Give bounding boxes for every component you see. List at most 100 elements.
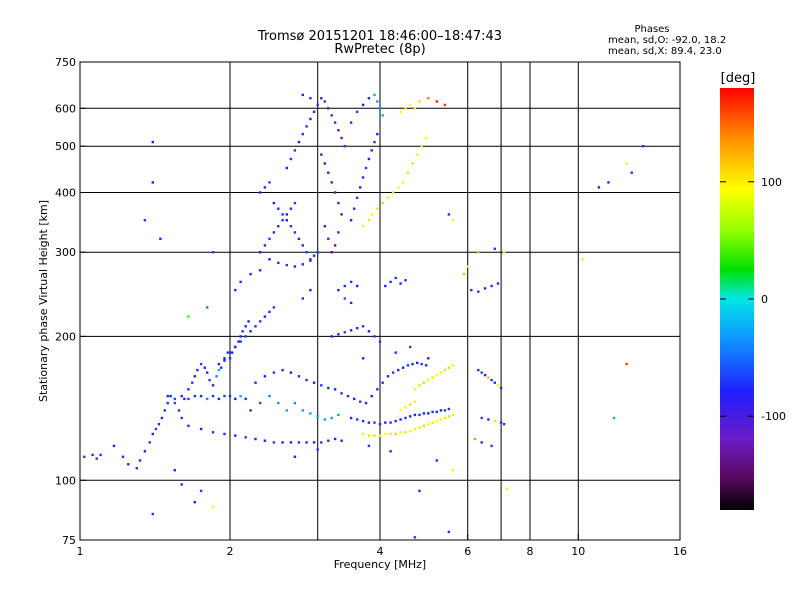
data-point bbox=[160, 416, 164, 420]
data-point bbox=[293, 265, 297, 268]
data-point bbox=[151, 140, 154, 144]
data-point bbox=[343, 145, 346, 148]
data-point bbox=[349, 301, 353, 305]
data-point bbox=[443, 368, 447, 372]
data-point bbox=[333, 121, 337, 124]
data-point bbox=[211, 251, 215, 254]
data-point bbox=[413, 427, 417, 431]
data-point bbox=[409, 429, 412, 432]
data-point bbox=[301, 409, 304, 412]
data-point bbox=[239, 394, 242, 398]
data-point bbox=[353, 397, 356, 401]
data-point bbox=[416, 361, 419, 365]
data-point bbox=[337, 333, 340, 336]
data-point bbox=[293, 149, 297, 152]
x-tick-label: 2 bbox=[227, 545, 234, 558]
data-point bbox=[244, 436, 247, 439]
data-point bbox=[268, 310, 271, 314]
data-point bbox=[297, 140, 301, 144]
data-point bbox=[173, 401, 176, 405]
data-point bbox=[439, 418, 443, 421]
x-tick-label: 1 bbox=[77, 545, 84, 558]
data-point bbox=[399, 282, 402, 285]
data-point bbox=[361, 103, 365, 107]
data-point bbox=[187, 397, 190, 401]
data-point bbox=[361, 419, 365, 423]
data-point bbox=[327, 439, 330, 442]
data-point bbox=[503, 423, 506, 426]
data-point bbox=[143, 219, 147, 222]
data-point bbox=[477, 368, 480, 372]
data-point bbox=[244, 335, 247, 338]
colorbar-tick-label: -100 bbox=[761, 410, 786, 423]
data-point bbox=[480, 371, 483, 374]
data-point bbox=[330, 114, 333, 117]
data-point bbox=[343, 297, 346, 300]
data-point bbox=[337, 201, 340, 205]
data-point bbox=[127, 463, 130, 466]
data-point bbox=[406, 171, 410, 174]
data-point bbox=[346, 394, 350, 398]
data-point bbox=[211, 431, 215, 434]
data-point bbox=[281, 213, 284, 216]
data-point bbox=[391, 191, 395, 194]
data-point bbox=[394, 432, 397, 436]
data-point bbox=[143, 450, 147, 453]
data-point bbox=[249, 409, 252, 412]
data-point bbox=[480, 416, 483, 420]
data-point bbox=[435, 100, 438, 103]
data-point bbox=[349, 121, 353, 124]
data-point bbox=[597, 186, 601, 189]
data-point bbox=[312, 441, 316, 444]
data-point bbox=[483, 287, 487, 290]
x-axis-ticks: 1 2 4 6 8 10 16 bbox=[77, 534, 687, 558]
data-point bbox=[506, 487, 509, 490]
data-point bbox=[223, 359, 226, 362]
data-point bbox=[259, 320, 262, 323]
x-tick-label: 16 bbox=[673, 545, 687, 558]
data-point bbox=[220, 366, 223, 369]
data-point bbox=[305, 378, 308, 382]
data-point bbox=[399, 418, 402, 421]
data-point bbox=[330, 335, 333, 338]
data-point bbox=[247, 320, 250, 323]
data-point bbox=[404, 107, 407, 110]
data-point bbox=[422, 424, 426, 427]
data-point bbox=[381, 114, 384, 117]
data-point bbox=[263, 186, 267, 189]
data-point bbox=[95, 457, 98, 460]
data-point bbox=[199, 427, 203, 431]
data-point bbox=[443, 416, 447, 420]
data-point bbox=[607, 181, 610, 184]
data-point bbox=[625, 362, 628, 366]
data-point bbox=[223, 357, 226, 360]
data-point bbox=[249, 272, 252, 276]
data-point bbox=[470, 288, 473, 292]
data-point bbox=[493, 247, 496, 250]
data-point bbox=[340, 213, 343, 216]
data-point bbox=[439, 409, 443, 412]
data-point bbox=[376, 388, 379, 391]
phases-heading: Phases bbox=[634, 24, 669, 35]
data-point bbox=[499, 421, 503, 424]
data-point bbox=[330, 181, 333, 184]
data-point bbox=[477, 290, 480, 293]
data-point bbox=[289, 157, 293, 161]
data-point bbox=[490, 444, 493, 448]
data-point bbox=[244, 397, 247, 401]
data-point bbox=[367, 444, 371, 448]
data-point bbox=[211, 394, 215, 398]
data-point bbox=[293, 201, 297, 205]
data-point bbox=[389, 280, 392, 284]
data-point bbox=[289, 371, 293, 374]
data-point bbox=[305, 125, 308, 128]
y-tick-label: 400 bbox=[55, 186, 76, 199]
data-point bbox=[406, 364, 410, 367]
data-point bbox=[203, 366, 206, 369]
data-point bbox=[316, 448, 319, 451]
x-tick-label: 4 bbox=[377, 545, 384, 558]
data-point bbox=[193, 375, 196, 378]
data-point bbox=[166, 394, 169, 398]
data-point bbox=[320, 97, 323, 100]
data-point bbox=[121, 455, 125, 458]
